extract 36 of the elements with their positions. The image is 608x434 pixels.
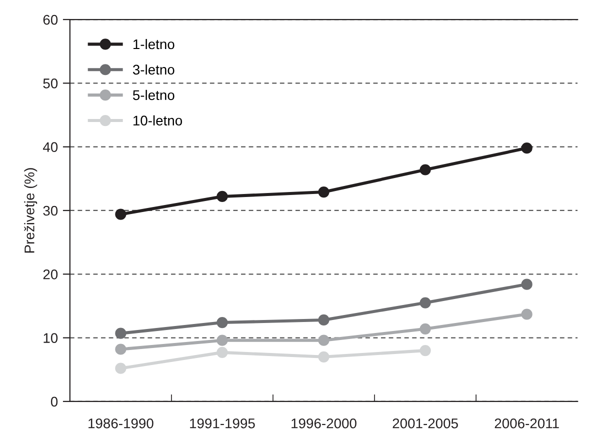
- legend-label: 5-letno: [132, 90, 174, 100]
- point: [115, 328, 126, 339]
- x-tick-label: 1991-1995: [190, 418, 255, 428]
- point: [420, 344, 431, 356]
- point: [521, 278, 532, 290]
- y-axis-title: Preživetje (%): [24, 168, 38, 253]
- legend-label: 3-letno: [132, 64, 174, 75]
- x-tick-label: 1996-2000: [292, 418, 356, 428]
- point: [216, 346, 228, 358]
- point: [318, 314, 330, 326]
- y-tick-label: 0: [50, 396, 58, 407]
- point: [318, 186, 330, 198]
- point: [115, 362, 126, 374]
- y-tick-label: 20: [43, 269, 58, 280]
- point: [521, 142, 532, 154]
- point: [420, 323, 431, 334]
- point: [115, 344, 126, 355]
- legend-label: 1-letno: [133, 38, 174, 50]
- point: [318, 351, 330, 362]
- point: [115, 208, 126, 220]
- point: [318, 334, 330, 346]
- point: [216, 334, 228, 346]
- y-tick-label: 50: [43, 78, 58, 88]
- x-tick-label: 2001-2005: [392, 418, 458, 428]
- point: [420, 164, 431, 176]
- x-tick-label: 1986-1990: [88, 418, 154, 428]
- point: [216, 190, 228, 202]
- y-tick-label: 30: [43, 206, 58, 216]
- point: [216, 316, 228, 328]
- y-tick-label: 40: [42, 142, 58, 152]
- legend-label: 10-letno: [133, 115, 182, 126]
- y-tick-label: 10: [44, 333, 58, 343]
- y-tick-label: 60: [43, 14, 58, 25]
- point: [420, 297, 431, 308]
- x-tick-label: 2006-2011: [494, 418, 559, 428]
- point: [521, 308, 532, 320]
